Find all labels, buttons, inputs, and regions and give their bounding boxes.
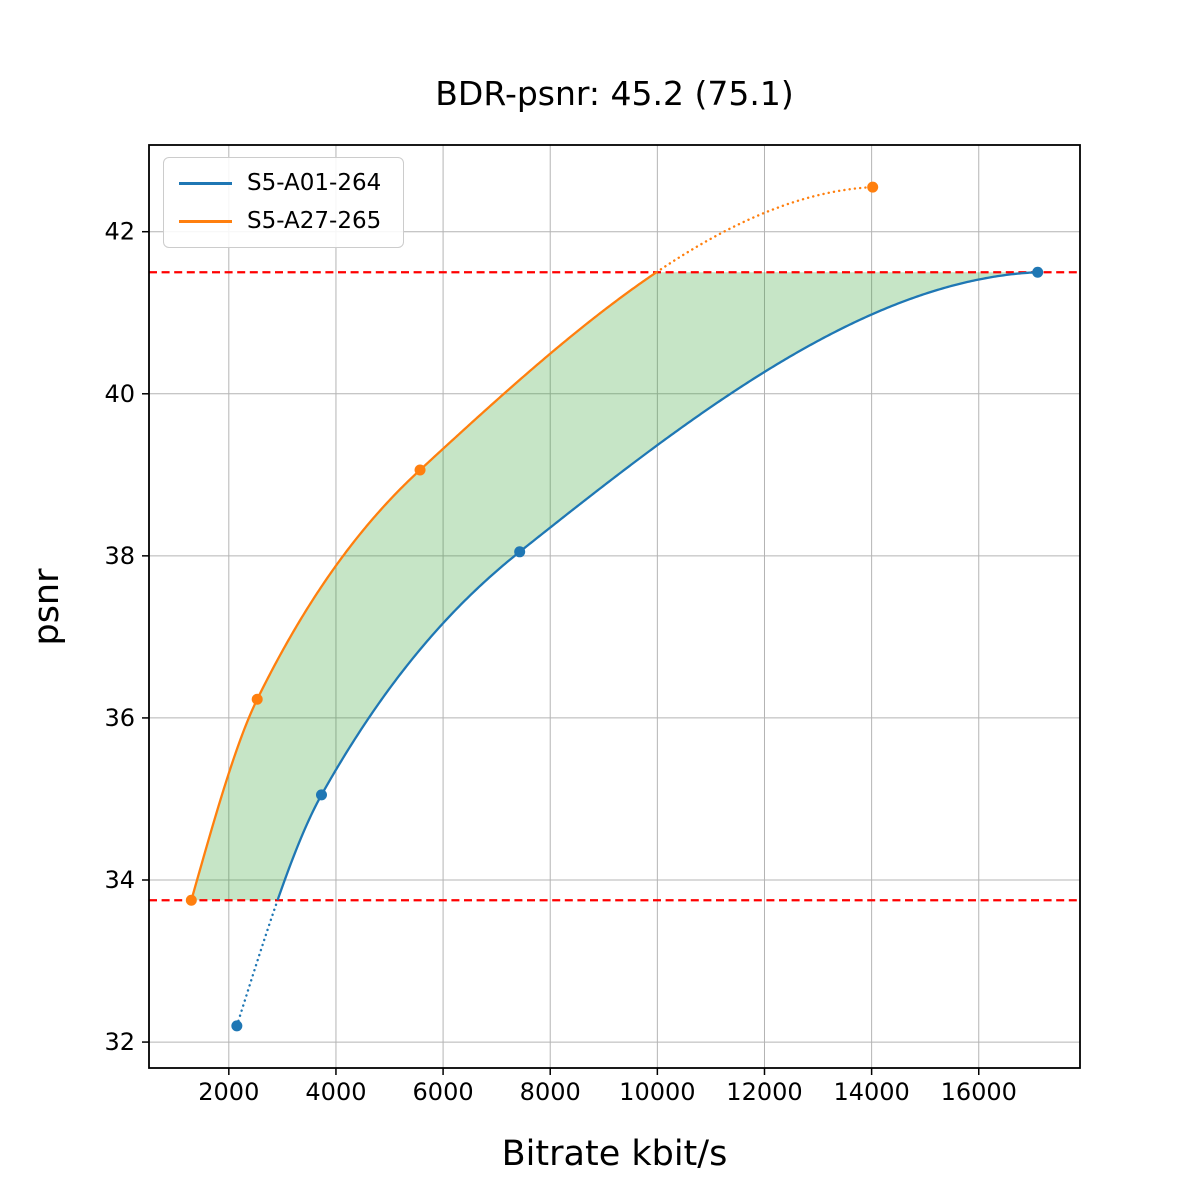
curve-dotted-S5-A27-265 [655, 185, 874, 274]
curve-S5-A01-264 [276, 271, 1038, 901]
data-point-S5-A27-265 [414, 464, 426, 476]
data-point-S5-A01-264 [231, 1020, 243, 1032]
curve-S5-A27-265 [190, 271, 658, 901]
legend-label: S5-A27-265 [247, 207, 382, 234]
grid [149, 145, 1080, 1068]
data-point-S5-A27-265 [867, 181, 879, 193]
bd-region-fill [191, 272, 1038, 901]
data-point-S5-A01-264 [315, 789, 327, 801]
curve-dotted-S5-A01-264 [235, 899, 279, 1028]
x-tick-label: 14000 [833, 1078, 909, 1106]
axis-ticks [142, 230, 980, 1075]
legend-item-s5-a01-264: S5-A01-264 [179, 169, 381, 198]
x-tick-label: 4000 [305, 1078, 366, 1106]
legend-item-s5-a27-265: S5-A27-265 [179, 207, 381, 236]
x-tick-label: 12000 [726, 1078, 802, 1106]
y-tick-label: 38 [104, 542, 135, 570]
y-tick-label: 34 [104, 866, 135, 894]
x-tick-label: 10000 [619, 1078, 695, 1106]
x-tick-label: 6000 [413, 1078, 474, 1106]
axes-frame [148, 144, 1081, 1069]
data-point-S5-A27-265 [251, 693, 263, 705]
legend-label: S5-A01-264 [247, 170, 382, 196]
y-tick-label: 32 [104, 1028, 135, 1056]
legend-line-sample-orange [179, 219, 232, 223]
legend-line-sample-blue [179, 181, 232, 185]
x-tick-label: 2000 [198, 1078, 259, 1106]
data-point-S5-A27-265 [185, 894, 197, 906]
tick-labels: 2000 4000 6000 8000 10000 12000 14000 16000 32 34… [104, 218, 1016, 1106]
data-point-S5-A01-264 [514, 546, 526, 558]
x-axis-label: Bitrate kbit/s [501, 1134, 728, 1174]
y-tick-label: 42 [104, 218, 135, 246]
legend: S5-A01-264 S5-A27-265 [163, 157, 405, 248]
x-tick-label: 8000 [520, 1078, 581, 1106]
chart-title: BDR-psnr: 45.2 (75.1) [435, 74, 794, 113]
y-tick-label: 36 [104, 704, 135, 732]
y-tick-label: 40 [104, 380, 135, 408]
x-tick-label: 16000 [941, 1078, 1017, 1106]
data-point-S5-A01-264 [1032, 266, 1044, 278]
